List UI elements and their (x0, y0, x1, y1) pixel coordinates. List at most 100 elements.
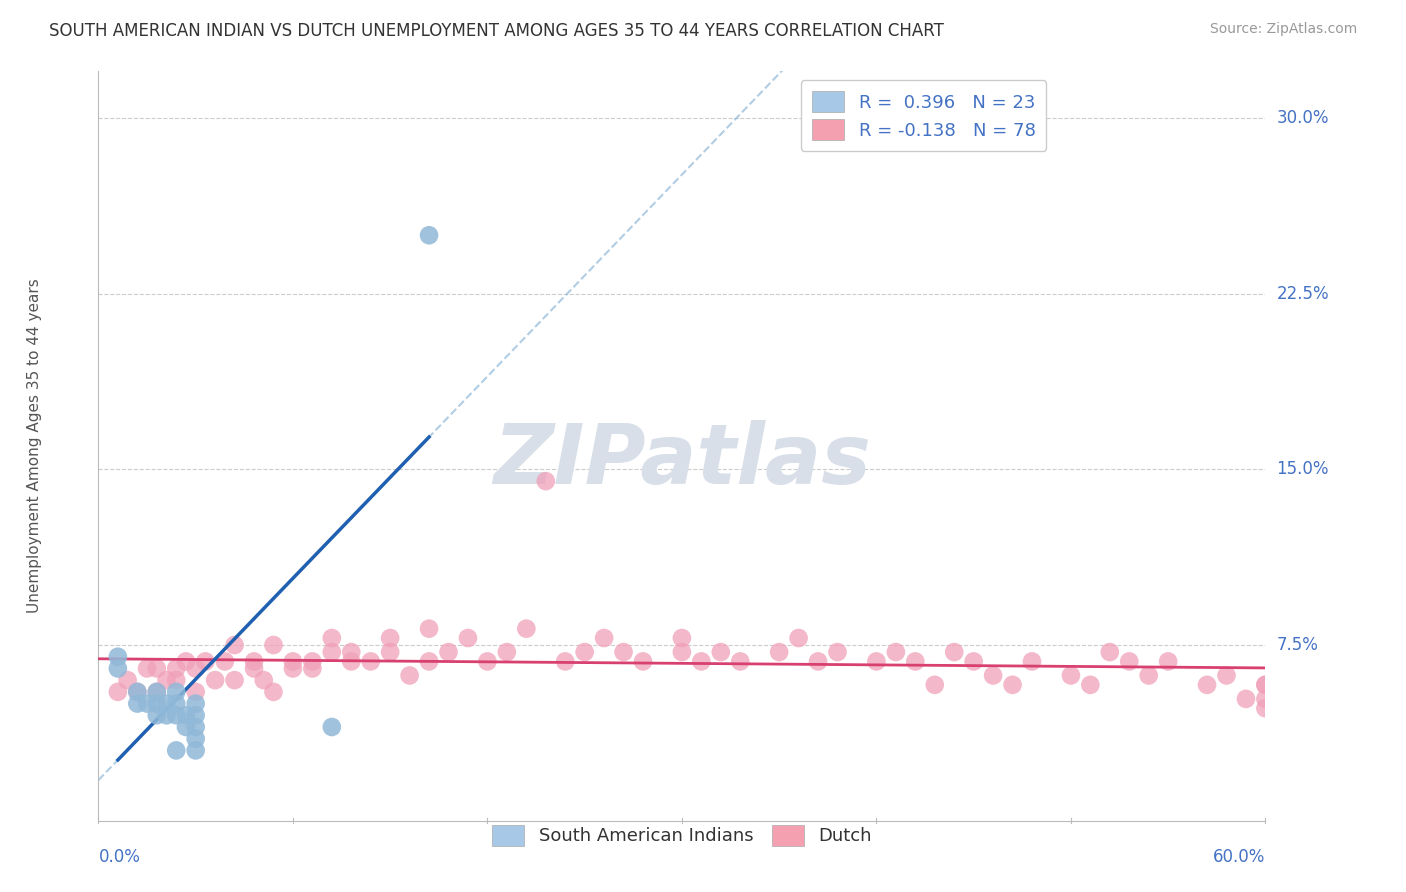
Point (1080, 678, 1102, 692)
Text: 60.0%: 60.0% (1213, 848, 1265, 866)
Point (243, 661, 266, 675)
Point (117, 673, 139, 688)
Point (340, 655, 363, 669)
Point (281, 655, 304, 669)
Point (380, 645, 402, 659)
Point (554, 655, 576, 669)
Point (107, 661, 129, 675)
Point (127, 685, 149, 699)
Point (136, 661, 159, 675)
Point (457, 631, 479, 645)
Point (146, 697, 169, 711)
Point (224, 638, 246, 652)
Point (184, 697, 207, 711)
Point (398, 668, 420, 682)
Point (321, 645, 343, 659)
Point (418, 655, 440, 669)
Point (155, 673, 177, 688)
Text: 30.0%: 30.0% (1277, 109, 1329, 128)
Point (194, 655, 217, 669)
Point (1234, 692, 1257, 706)
Point (321, 631, 343, 645)
Point (184, 661, 207, 675)
Point (155, 697, 177, 711)
Text: Source: ZipAtlas.com: Source: ZipAtlas.com (1209, 22, 1357, 37)
Point (574, 645, 596, 659)
Point (165, 685, 187, 699)
Point (184, 720, 207, 734)
Point (165, 743, 187, 757)
Point (1254, 701, 1277, 715)
Point (671, 645, 693, 659)
Point (1021, 655, 1043, 669)
Point (515, 622, 537, 636)
Point (224, 673, 246, 688)
Point (165, 708, 187, 723)
Point (174, 655, 197, 669)
Point (127, 697, 149, 711)
Point (787, 631, 810, 645)
Point (165, 673, 187, 688)
Point (301, 661, 323, 675)
Text: 0.0%: 0.0% (98, 848, 141, 866)
Point (204, 673, 226, 688)
Point (496, 645, 519, 659)
Text: 15.0%: 15.0% (1277, 460, 1329, 478)
Point (962, 655, 984, 669)
Point (214, 655, 236, 669)
Point (418, 622, 440, 636)
Point (1098, 645, 1121, 659)
Point (437, 645, 460, 659)
Point (360, 655, 382, 669)
Point (807, 655, 830, 669)
Point (174, 708, 197, 723)
Point (1118, 655, 1140, 669)
Text: 22.5%: 22.5% (1277, 285, 1329, 302)
Point (281, 661, 304, 675)
Point (146, 685, 169, 699)
Point (1137, 668, 1160, 682)
Point (184, 731, 207, 746)
Point (146, 661, 169, 675)
Point (1215, 668, 1237, 682)
Point (1254, 678, 1277, 692)
Point (1254, 678, 1277, 692)
Point (107, 649, 129, 664)
Legend: South American Indians, Dutch: South American Indians, Dutch (481, 814, 883, 856)
Point (301, 655, 323, 669)
Point (418, 228, 440, 243)
Point (613, 645, 636, 659)
Text: ZIPatlas: ZIPatlas (494, 420, 870, 501)
Point (184, 708, 207, 723)
Point (262, 685, 284, 699)
Point (107, 685, 129, 699)
Point (730, 655, 752, 669)
Point (262, 638, 284, 652)
Point (904, 655, 927, 669)
Point (146, 685, 169, 699)
Point (827, 645, 849, 659)
Point (184, 743, 207, 757)
Point (593, 631, 616, 645)
Point (1254, 692, 1277, 706)
Point (631, 655, 654, 669)
Point (671, 631, 693, 645)
Point (534, 474, 557, 488)
Text: 7.5%: 7.5% (1277, 636, 1319, 654)
Point (1157, 655, 1180, 669)
Point (865, 655, 887, 669)
Point (253, 673, 276, 688)
Point (380, 631, 402, 645)
Point (768, 645, 790, 659)
Point (184, 685, 207, 699)
Point (127, 685, 149, 699)
Point (690, 655, 713, 669)
Point (146, 708, 169, 723)
Point (136, 697, 159, 711)
Point (165, 661, 187, 675)
Point (1001, 678, 1024, 692)
Point (174, 720, 197, 734)
Point (165, 697, 187, 711)
Point (884, 645, 907, 659)
Point (321, 720, 343, 734)
